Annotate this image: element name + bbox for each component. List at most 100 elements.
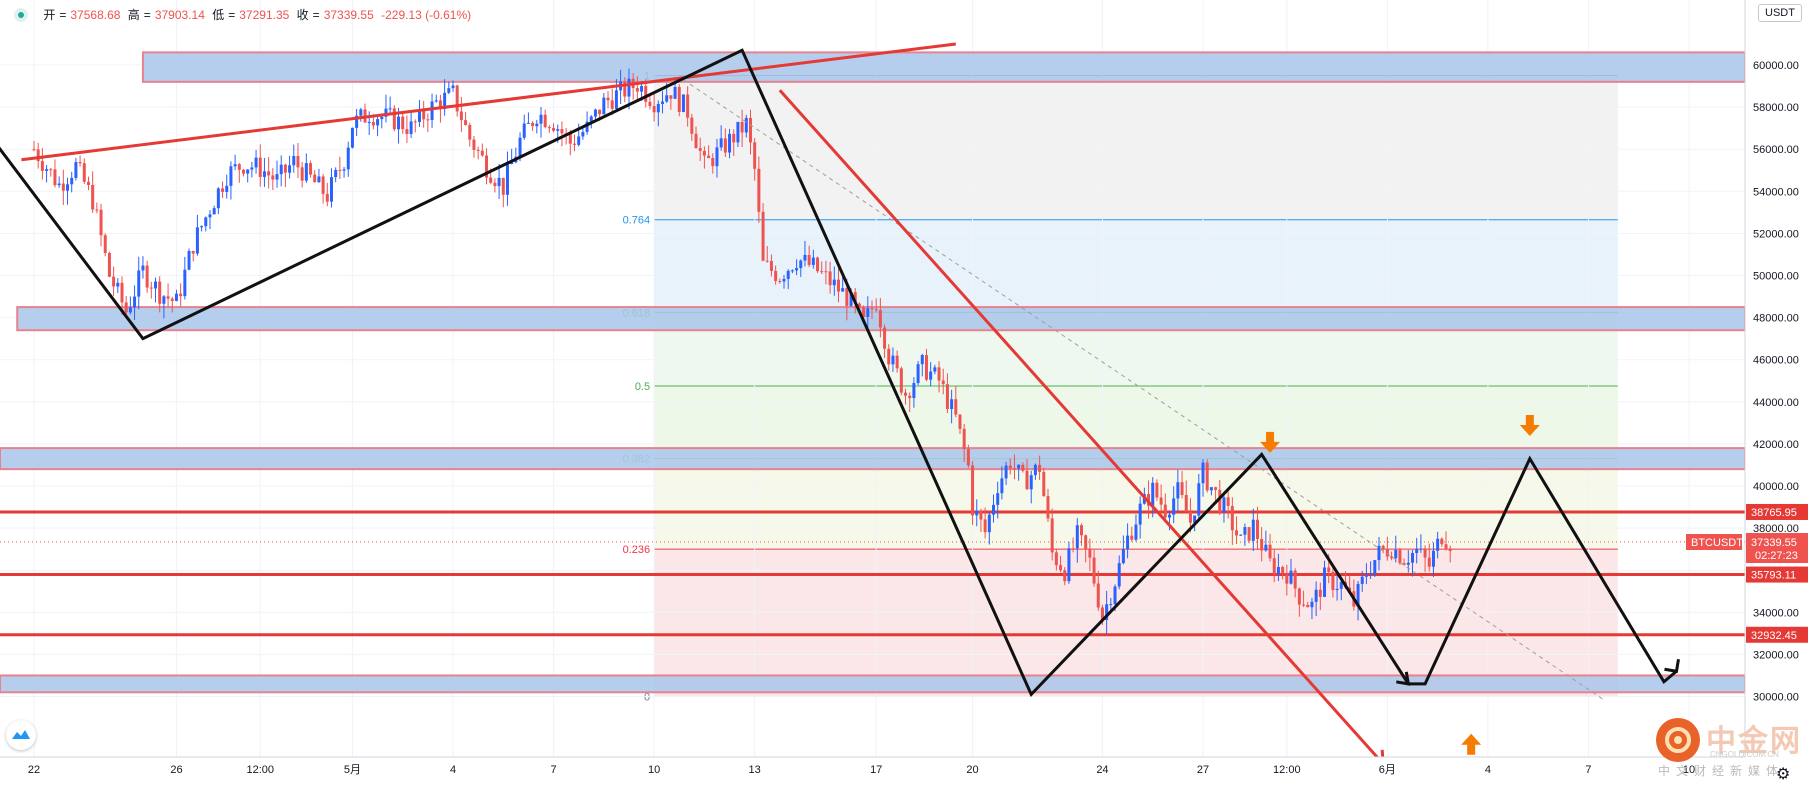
watermark-subtitle: 中文财经新媒体: [1658, 764, 1785, 778]
last-price-tag-bg: [1746, 533, 1808, 564]
candle-body: [1029, 475, 1033, 490]
candle-body: [1054, 552, 1058, 566]
candle-body: [275, 174, 279, 180]
candle-body: [933, 367, 937, 372]
candle-body: [183, 269, 187, 297]
candle-body: [966, 449, 970, 466]
candle-body: [1163, 504, 1167, 518]
candle-body: [589, 116, 593, 122]
candle-body: [1226, 497, 1230, 507]
candle-body: [1385, 549, 1389, 557]
candle-body: [1130, 535, 1134, 540]
candle-body: [774, 270, 778, 282]
candle-body: [790, 270, 794, 272]
candle-body: [1000, 478, 1004, 494]
candle-body: [86, 181, 90, 185]
candle-body: [221, 188, 225, 192]
candle-body: [707, 155, 711, 158]
candle-body: [1276, 566, 1280, 575]
candle-body: [690, 117, 694, 134]
open-value: 37568.68: [70, 8, 121, 22]
time-axis[interactable]: 22 26 12:00 5月 4 7 10 13 17 20 24 27 12:00 6月 4 7 10: [0, 756, 1814, 787]
candle-body: [862, 307, 866, 317]
candle-body: [920, 355, 924, 365]
candle-body: [1373, 560, 1377, 575]
candle-body: [665, 95, 669, 102]
candle-body: [535, 123, 539, 127]
candle-body: [983, 519, 987, 533]
fib-band-1: [654, 219, 1618, 313]
candle-body: [799, 260, 803, 269]
candle-body: [874, 309, 878, 311]
candle-body: [1297, 588, 1301, 605]
candle-body: [757, 168, 761, 212]
zone-2: [0, 447, 1746, 471]
candle-body: [748, 117, 752, 143]
candle-body: [602, 97, 606, 115]
candle-body: [53, 169, 57, 186]
tradingview-logo-icon[interactable]: [6, 720, 36, 750]
candle-body: [937, 367, 941, 381]
candle-body: [120, 282, 124, 303]
price-axis[interactable]: 30000.0032000.0034000.0036000.0038000.00…: [1686, 0, 1814, 787]
analysis-drawings[interactable]: [0, 42, 1680, 767]
candle-body: [300, 167, 304, 181]
candle-body: [262, 171, 266, 177]
high-value: 37903.14: [154, 8, 205, 22]
candle-body: [145, 265, 149, 288]
candle-body: [1230, 506, 1234, 531]
candle-body: [661, 101, 664, 104]
close-label: 收: [296, 8, 309, 22]
candle-body: [908, 395, 912, 399]
candle-body: [656, 103, 660, 113]
candle-body: [1335, 588, 1339, 591]
candle-body: [644, 86, 648, 102]
candle-body: [32, 149, 36, 151]
price-tick-label: 38000.00: [1753, 523, 1799, 535]
candle-body: [233, 164, 237, 167]
candle-body: [711, 157, 715, 167]
candle-body: [677, 86, 681, 112]
candle-body: [803, 254, 807, 261]
gear-icon[interactable]: ⚙: [1776, 766, 1791, 783]
candle-body: [824, 271, 828, 273]
candle-body: [1360, 576, 1364, 584]
candle-body: [128, 307, 132, 313]
candle-body: [57, 183, 61, 186]
candle-body: [1398, 550, 1402, 564]
candle-body: [669, 95, 673, 99]
candle-body: [979, 510, 983, 520]
candle-body: [539, 114, 543, 124]
candle-body: [958, 414, 962, 429]
candle-body: [267, 171, 271, 176]
candle-body: [1151, 482, 1155, 506]
candle-body: [40, 161, 44, 171]
candle-body: [1235, 530, 1239, 536]
candle-body: [137, 270, 141, 297]
time-tick-label: 17: [870, 764, 882, 776]
candle-body: [1323, 567, 1327, 597]
candle-body: [1419, 548, 1423, 550]
series-status-icon[interactable]: [14, 8, 28, 22]
candle-body: [518, 137, 522, 157]
horizontal-price-levels[interactable]: [0, 510, 1745, 637]
candle-body: [36, 149, 40, 162]
candle-body: [941, 380, 945, 385]
candle-body: [141, 265, 145, 271]
candle-body: [1021, 464, 1025, 471]
candle-body: [99, 209, 103, 236]
candle-body: [1222, 497, 1226, 512]
candle-body: [543, 114, 547, 128]
candle-body: [1268, 544, 1272, 559]
candle-body: [283, 164, 287, 173]
currency-button[interactable]: USDT: [1758, 4, 1802, 22]
candle-body: [1272, 558, 1276, 575]
candle-body: [61, 183, 65, 191]
candle-body: [296, 156, 300, 168]
candle-body: [1109, 604, 1113, 606]
orange-arrow-2: [1461, 733, 1482, 755]
candle-body: [82, 163, 86, 182]
candle-body: [736, 121, 740, 143]
candle-body: [728, 133, 732, 153]
